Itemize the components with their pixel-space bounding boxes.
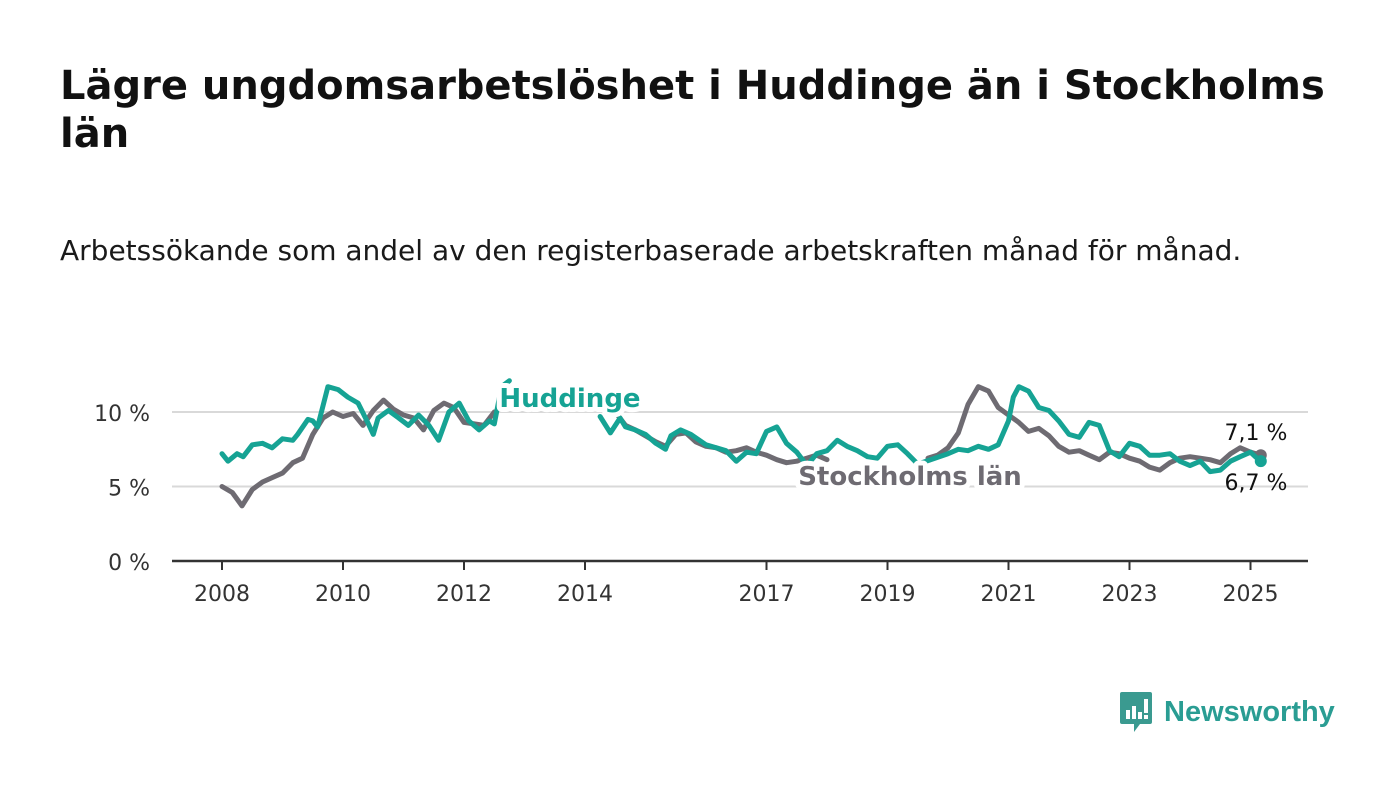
x-tick-label: 2023	[1102, 582, 1158, 607]
y-tick-label: 5 %	[108, 477, 150, 502]
x-tick-label: 2014	[557, 582, 613, 607]
huddinge-endpoint	[1254, 455, 1267, 468]
huddinge-series-label: Huddinge	[499, 384, 640, 414]
x-tick-label: 2025	[1223, 582, 1279, 607]
axes: 0 % 5 % 10 % 2008 2010 2012 2014 2017 2019 2021 20…	[94, 402, 1308, 607]
huddinge-end-label: 6,7 %	[1225, 471, 1288, 496]
x-tick-label: 2012	[436, 582, 492, 607]
y-tick-label: 10 %	[94, 402, 150, 427]
stockholms-lan-end-label: 7,1 %	[1225, 421, 1288, 446]
x-tick-label: 2019	[860, 582, 916, 607]
x-tick-label: 2021	[981, 582, 1037, 607]
stockholms-lan-series-label: Stockholms län	[798, 462, 1022, 492]
chart-title: Lägre ungdomsarbetslöshet i Huddinge än …	[60, 63, 1325, 157]
stockholms-lan-line	[219, 397, 497, 509]
newsworthy-logo-icon	[1120, 692, 1152, 732]
huddinge-line	[219, 378, 512, 464]
y-tick-label: 0 %	[108, 551, 150, 576]
huddinge-line	[597, 384, 1264, 475]
stockholms-lan-series-label-halo: Stockholms län	[798, 462, 1022, 492]
series-lines	[219, 378, 1267, 509]
x-tick-label: 2008	[194, 582, 250, 607]
chart-subtitle: Arbetssökande som andel av den registerb…	[60, 234, 1242, 267]
stockholms-lan-line	[925, 384, 1264, 473]
newsworthy-logo: Newsworthy	[1118, 690, 1335, 734]
huddinge-series-label-halo: Huddinge	[499, 384, 640, 414]
x-tick-label: 2017	[739, 582, 795, 607]
brand-name: Newsworthy	[1164, 695, 1335, 728]
x-tick-label: 2010	[315, 582, 371, 607]
